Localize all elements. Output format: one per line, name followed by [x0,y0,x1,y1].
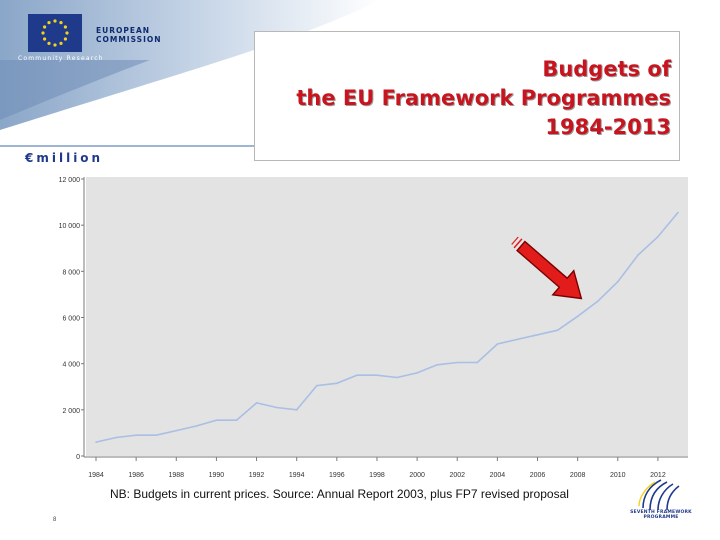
x-tick-label: 2006 [530,472,546,479]
x-tick-label: 1984 [88,472,104,479]
fp7-logo-icon [638,479,680,511]
title-line1: Budgets of [542,57,671,81]
unit-label: €million [25,151,104,165]
title-line3: 1984-2013 [545,115,671,139]
slide-number: 8 [53,517,57,523]
x-tick-label: 2000 [409,472,425,479]
x-tick-label: 2010 [610,472,626,479]
y-tick-label: 2 000 [62,408,80,415]
slide-title: Budgets of the EU Framework Programmes 1… [296,55,671,142]
budget-series-line [95,211,679,443]
org-name: EUROPEAN COMMISSION [96,26,162,44]
eu-flag-icon [28,14,82,52]
x-tick-labels: 1984 1986 1988 1990 1992 1994 1996 1998 2000 2002… [88,457,666,479]
org-line1: EUROPEAN [96,26,151,35]
y-tick-label: 4 000 [62,362,80,369]
x-tick-label: 1990 [209,472,225,479]
european-commission-logo: EUROPEAN COMMISSION [18,12,161,56]
x-tick-label: 2008 [570,472,586,479]
fp7-line2: PROGRAMME [643,515,679,520]
x-tick-label: 1992 [249,472,265,479]
y-tick-label: 12 000 [59,177,81,184]
x-tick-label: 1998 [369,472,385,479]
x-tick-label: 2002 [449,472,465,479]
y-tick-label: 8 000 [62,269,80,276]
title-line2: the EU Framework Programmes [296,86,671,110]
x-tick-label: 1988 [168,472,184,479]
y-tick-label: 10 000 [59,223,81,230]
plot-area [86,177,688,456]
source-note: NB: Budgets in current prices. Source: A… [110,487,569,501]
y-tick-label: 6 000 [62,316,80,323]
title-box: Budgets of the EU Framework Programmes 1… [254,31,680,161]
y-tick-label: 0 [76,454,80,461]
y-tick-labels: 0 2 000 4 000 6 000 8 000 10 000 12 000 [59,177,84,461]
fp7-line1: SEVENTH FRAMEWORK [630,510,692,515]
x-tick-label: 2012 [650,472,666,479]
x-tick-label: 1986 [128,472,144,479]
x-tick-label: 2004 [490,472,506,479]
fp7-logo-text: SEVENTH FRAMEWORK PROGRAMME [628,510,694,520]
x-tick-label: 1994 [289,472,305,479]
x-tick-label: 1996 [329,472,345,479]
red-arrow-icon [511,236,583,300]
org-line2: COMMISSION [96,35,162,44]
org-subtitle: Community Research [18,55,104,62]
